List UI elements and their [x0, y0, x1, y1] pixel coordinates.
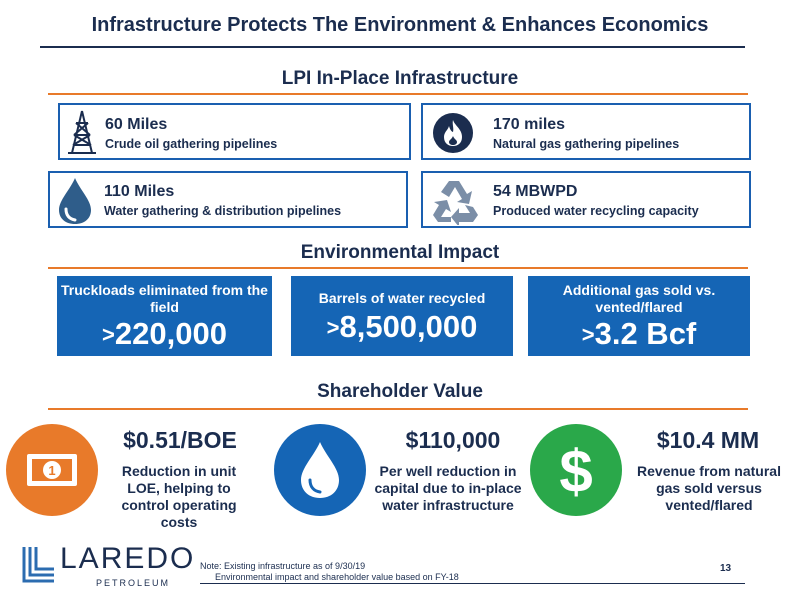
infra-card-crude-oil: 60 Miles Crude oil gathering pipelines: [58, 103, 411, 160]
shareholder-desc: Revenue from natural gas sold versus ven…: [637, 463, 781, 513]
env-label: Additional gas sold vs. vented/flared: [562, 282, 716, 315]
shareholder-value: $110,000: [405, 427, 501, 453]
env-label: Truckloads eliminated from the field: [61, 282, 268, 315]
environment-divider: [48, 267, 748, 269]
water-drop-icon: [59, 178, 91, 224]
shareholder-icon-circle: 1: [6, 424, 98, 516]
env-card-water-recycled: Barrels of water recycled >8,500,000: [291, 276, 513, 356]
infra-value: 170 miles: [493, 116, 566, 133]
oil-derrick-icon: [68, 110, 96, 154]
recycle-icon: [433, 181, 478, 225]
logo-subtitle: PETROLEUM: [96, 578, 171, 588]
shareholder-desc: Per well reduction in capital due to in-…: [374, 463, 522, 513]
footnote-2: Environmental impact and shareholder val…: [215, 572, 459, 582]
infrastructure-divider: [48, 93, 748, 95]
money-bill-icon: 1: [27, 454, 77, 486]
infrastructure-heading: LPI In-Place Infrastructure: [281, 68, 519, 89]
shareholder-icon-circle: $: [530, 424, 622, 516]
logo-name: LAREDO: [60, 542, 196, 575]
env-card-truckloads: Truckloads eliminated from the field >22…: [57, 276, 272, 356]
dollar-sign-icon: $: [559, 438, 592, 502]
env-value: >3.2 Bcf: [581, 316, 697, 351]
infra-value: 54 MBWPD: [493, 183, 578, 200]
infra-card-natural-gas: 170 miles Natural gas gathering pipeline…: [421, 103, 751, 160]
shareholder-desc: Reduction in unit LOE, helping to contro…: [121, 463, 237, 530]
footer-divider: [200, 583, 745, 584]
page-title: Infrastructure Protects The Environment …: [91, 14, 709, 36]
infra-value: 60 Miles: [105, 116, 168, 133]
title-divider: [40, 46, 745, 48]
environment-heading: Environmental Impact: [300, 242, 500, 263]
env-value: >8,500,000: [326, 309, 478, 344]
water-drop-icon: [301, 442, 339, 498]
env-card-gas-sold: Additional gas sold vs. vented/flared >3…: [528, 276, 750, 356]
shareholder-heading: Shareholder Value: [317, 381, 483, 402]
flame-icon: [433, 113, 473, 153]
infra-desc: Water gathering & distribution pipelines: [104, 204, 342, 218]
shareholder-value: $0.51/BOE: [123, 427, 237, 453]
infra-desc: Produced water recycling capacity: [493, 204, 699, 218]
infra-card-recycling: 54 MBWPD Produced water recycling capaci…: [421, 171, 751, 228]
shareholder-value: $10.4 MM: [656, 427, 760, 453]
svg-text:1: 1: [48, 463, 55, 478]
shareholder-icon-circle: [274, 424, 366, 516]
env-label: Barrels of water recycled: [318, 290, 486, 306]
env-value: >220,000: [102, 316, 227, 351]
footnote-1: Note: Existing infrastructure as of 9/30…: [200, 561, 366, 571]
laredo-logo-icon: [22, 547, 54, 583]
shareholder-divider: [48, 408, 748, 410]
infra-card-water: 110 Miles Water gathering & distribution…: [48, 171, 408, 228]
page-number: 13: [720, 563, 732, 574]
infra-value: 110 Miles: [104, 183, 175, 200]
infra-desc: Crude oil gathering pipelines: [105, 137, 278, 151]
svg-text:$: $: [559, 438, 592, 502]
infra-desc: Natural gas gathering pipelines: [493, 137, 680, 151]
